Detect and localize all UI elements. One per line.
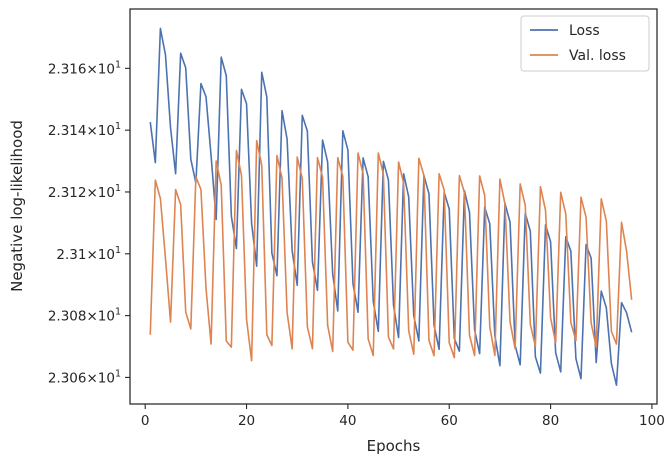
y-tick-label: 2.306×101: [48, 368, 121, 386]
x-axis: 0 20 40 60 80 100: [141, 404, 665, 429]
legend-label-loss: Loss: [569, 23, 600, 39]
x-axis-label: Epochs: [367, 437, 421, 455]
y-tick-label: 2.308×101: [48, 307, 121, 325]
y-axis: 2.306×101 2.308×101 2.31×101 2.312×101 2.314…: [48, 59, 130, 386]
x-tick-label: 80: [542, 413, 559, 429]
series-line-1: [149, 139, 633, 362]
plot-frame: [129, 8, 658, 405]
y-tick-label: 2.316×101: [48, 59, 121, 77]
legend-label-val-loss: Val. loss: [569, 48, 626, 64]
y-tick-label: 2.314×101: [48, 121, 121, 139]
y-axis-label: Negative log-likelihood: [8, 120, 26, 292]
x-tick-label: 0: [141, 413, 150, 429]
x-tick-label: 20: [238, 413, 255, 429]
y-tick-label: 2.312×101: [48, 183, 121, 201]
legend: Loss Val. loss: [520, 15, 650, 72]
series-layer: [149, 27, 633, 386]
x-tick-label: 100: [639, 413, 665, 429]
series-line-0: [149, 27, 633, 386]
x-tick-label: 60: [441, 413, 458, 429]
x-tick-label: 40: [339, 413, 356, 429]
y-tick-label: 2.31×101: [56, 245, 121, 263]
